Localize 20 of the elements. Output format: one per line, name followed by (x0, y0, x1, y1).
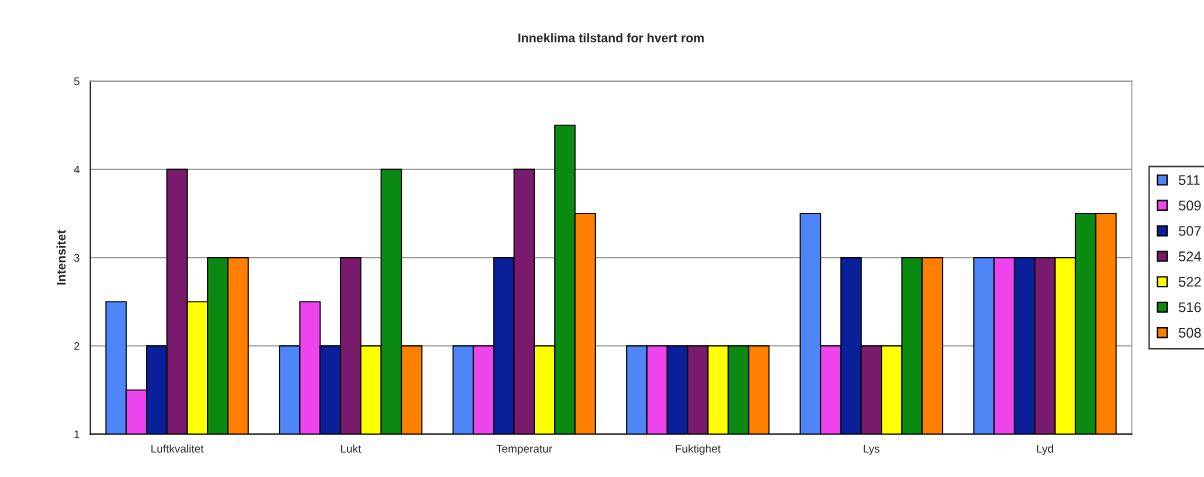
y-tick-label: 5 (74, 77, 80, 86)
legend-label: 508 (1178, 327, 1201, 338)
x-tick-label: Lyd (1037, 444, 1054, 455)
x-tick-label: Lys (863, 444, 880, 455)
y-tick-label: 4 (73, 165, 80, 174)
x-tick-label: Fuktighet (675, 444, 721, 455)
legend-label: 522 (1178, 276, 1201, 287)
legend-label: 511 (1178, 175, 1200, 185)
y-tick-label: 2 (74, 342, 80, 350)
legend-label: 507 (1178, 226, 1201, 236)
legend-label: 509 (1178, 200, 1201, 211)
chart-title: Inneklima tilstand for hvert rom (518, 33, 704, 43)
legend-label: 516 (1178, 302, 1201, 313)
y-tick-label: 3 (74, 253, 80, 262)
x-tick-label: Lukt (341, 444, 362, 453)
legend-label: 524 (1178, 251, 1202, 262)
y-tick-label: 1 (74, 430, 80, 439)
x-tick-label: Luftkvalitet (151, 444, 204, 453)
x-tick-label: Temperatur (496, 444, 553, 455)
y-axis-title: Intensitet (56, 229, 66, 285)
